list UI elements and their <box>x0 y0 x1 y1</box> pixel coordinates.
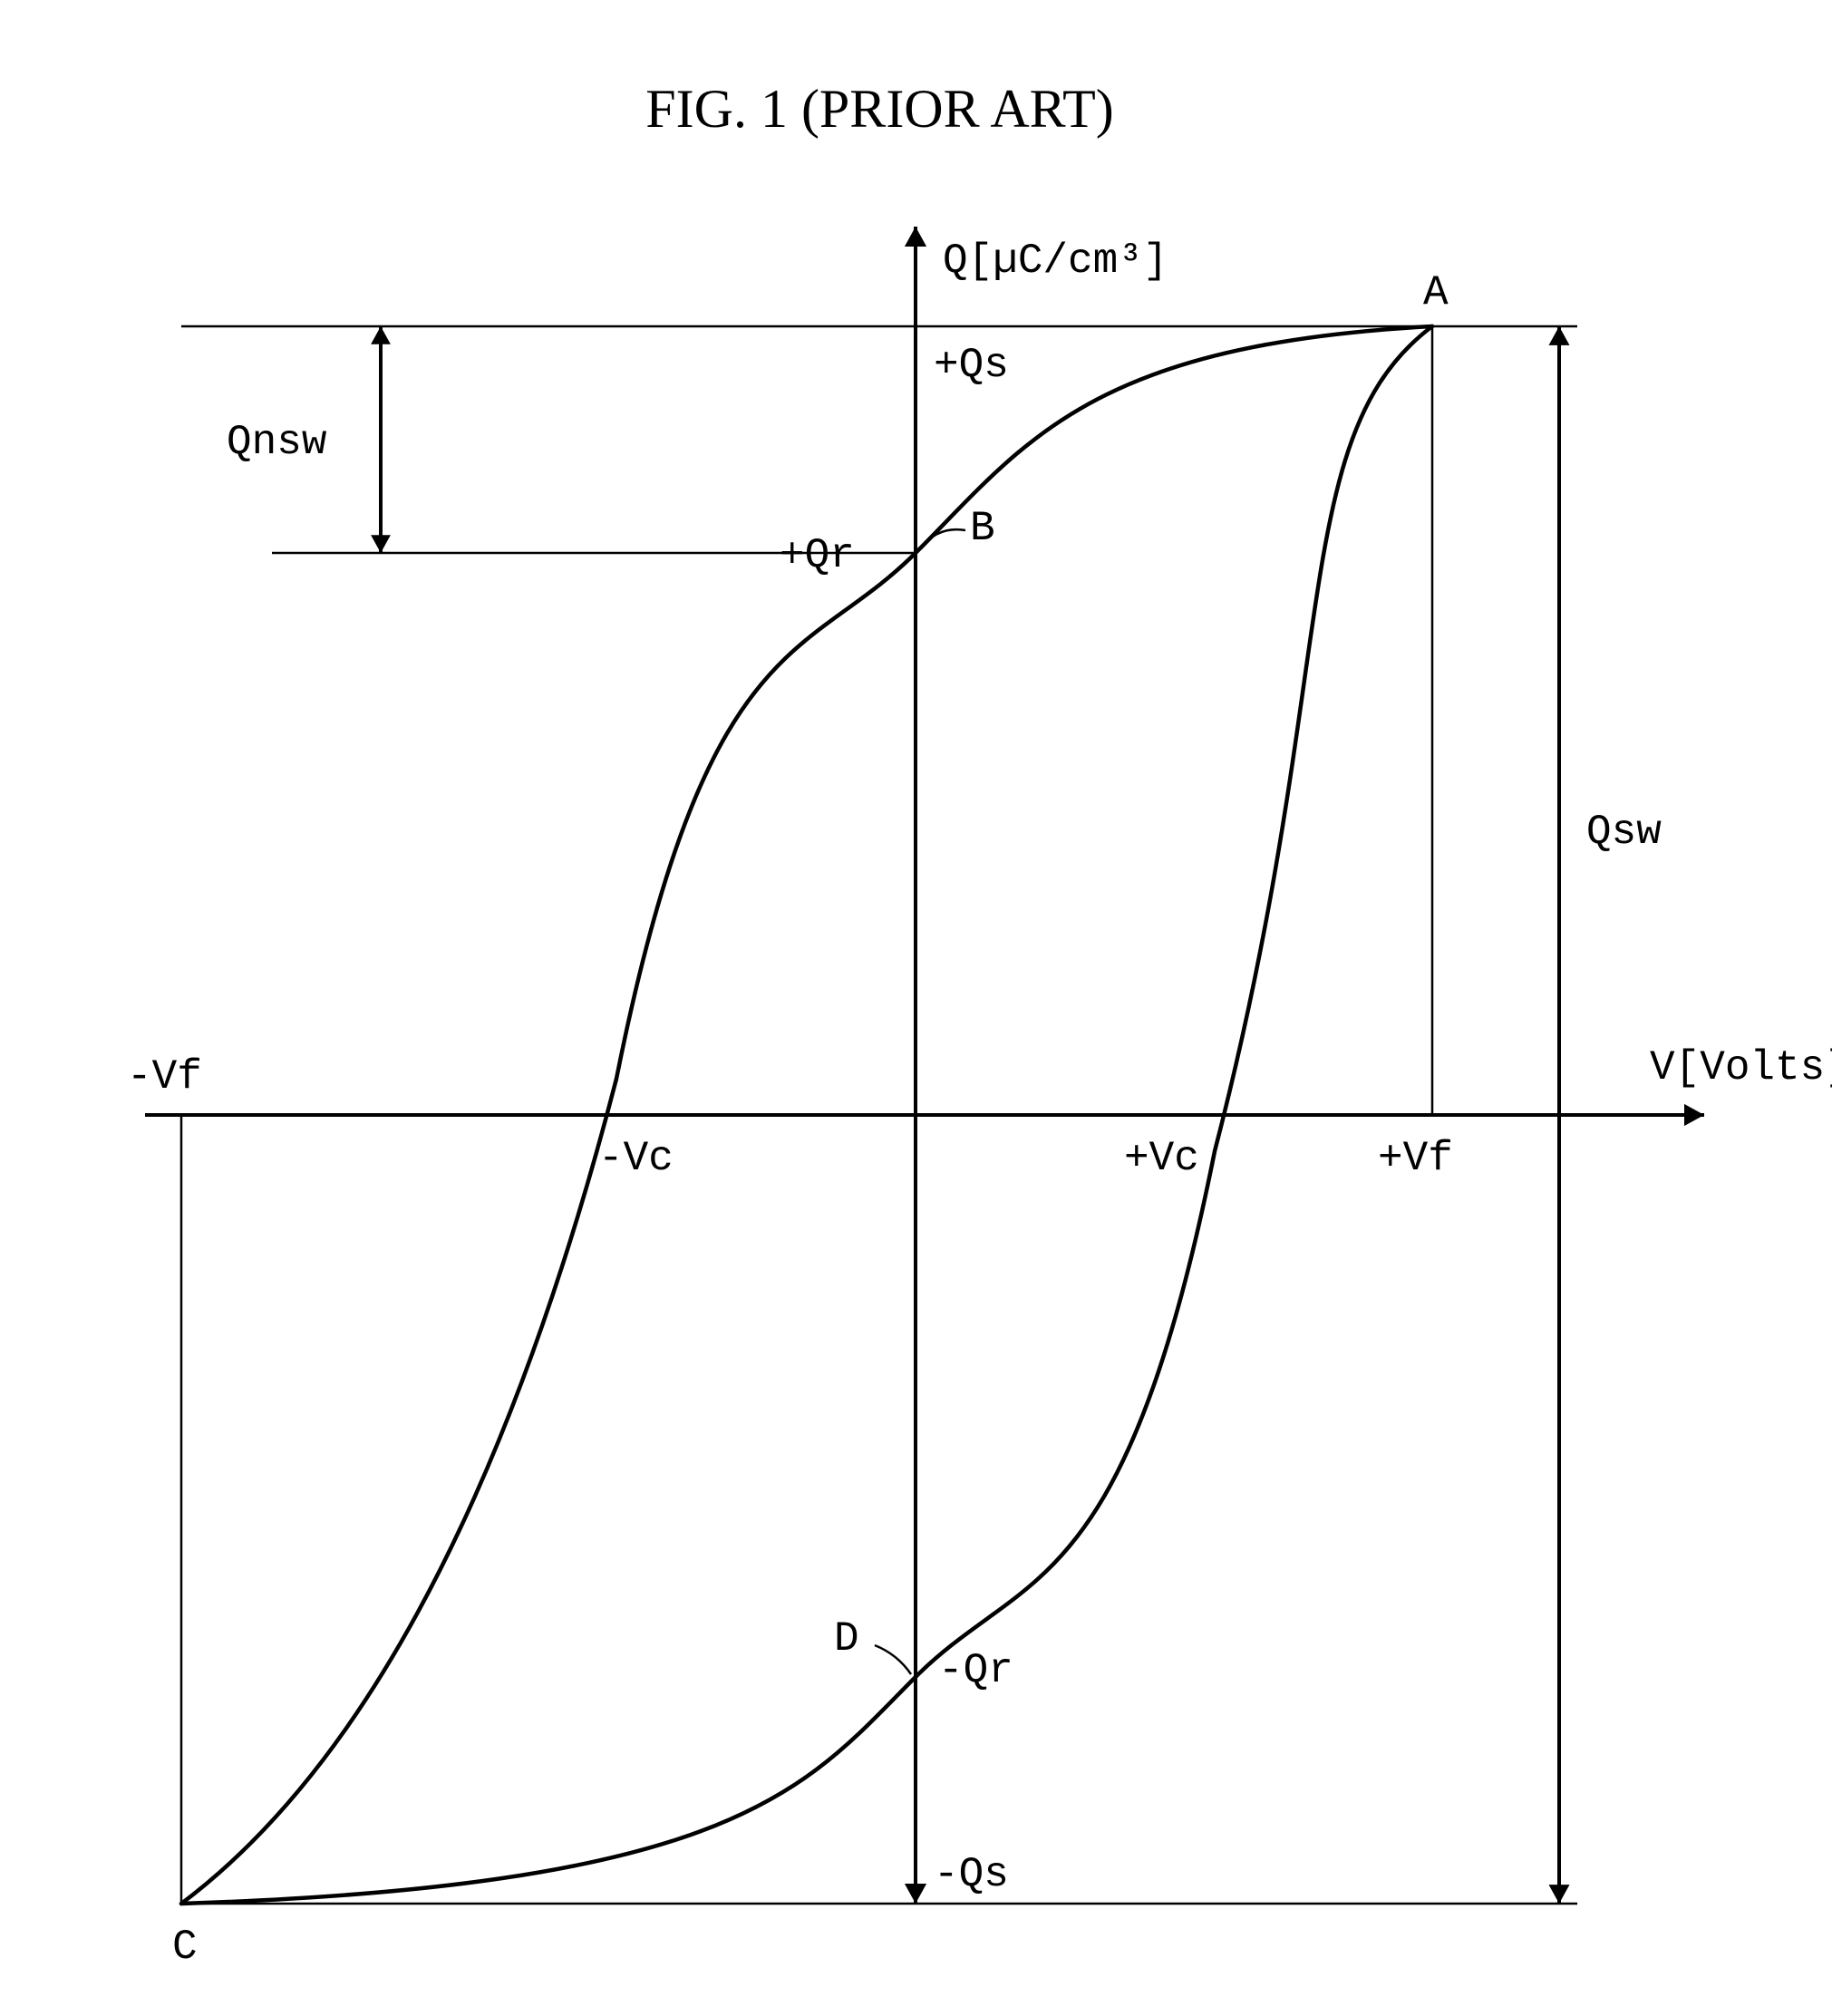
x-axis-title: V[Volts] <box>1650 1044 1832 1091</box>
label-plus-qr: +Qr <box>780 532 855 579</box>
figure-title: FIG. 1 (PRIOR ART) <box>645 79 1113 139</box>
label-point-b: B <box>970 505 995 552</box>
label-plus-vc: +Vc <box>1124 1135 1199 1182</box>
arrow-head <box>905 1884 926 1904</box>
label-plus-qs: +Qs <box>934 342 1009 389</box>
arrow-head <box>1684 1104 1704 1126</box>
arrow-head <box>1549 1885 1570 1904</box>
y-axis-title: Q[µC/cm³] <box>943 237 1168 285</box>
label-minus-qr: -Qr <box>938 1647 1013 1694</box>
label-plus-vf: +Vf <box>1378 1135 1453 1182</box>
arrow-head <box>1549 326 1570 345</box>
label-minus-vc: -Vc <box>598 1135 674 1182</box>
leader-d <box>875 1645 911 1674</box>
label-point-d: D <box>834 1615 859 1662</box>
label-minus-vf: -Vf <box>127 1053 202 1100</box>
arrow-head <box>371 535 391 553</box>
arrow-head <box>371 326 391 344</box>
label-point-c: C <box>172 1924 198 1971</box>
arrow-head <box>905 227 926 247</box>
label-minus-qs: -Qs <box>934 1851 1009 1898</box>
label-qsw: Qsw <box>1586 809 1662 856</box>
label-point-a: A <box>1423 269 1449 316</box>
label-qnsw: Qnsw <box>227 419 327 466</box>
